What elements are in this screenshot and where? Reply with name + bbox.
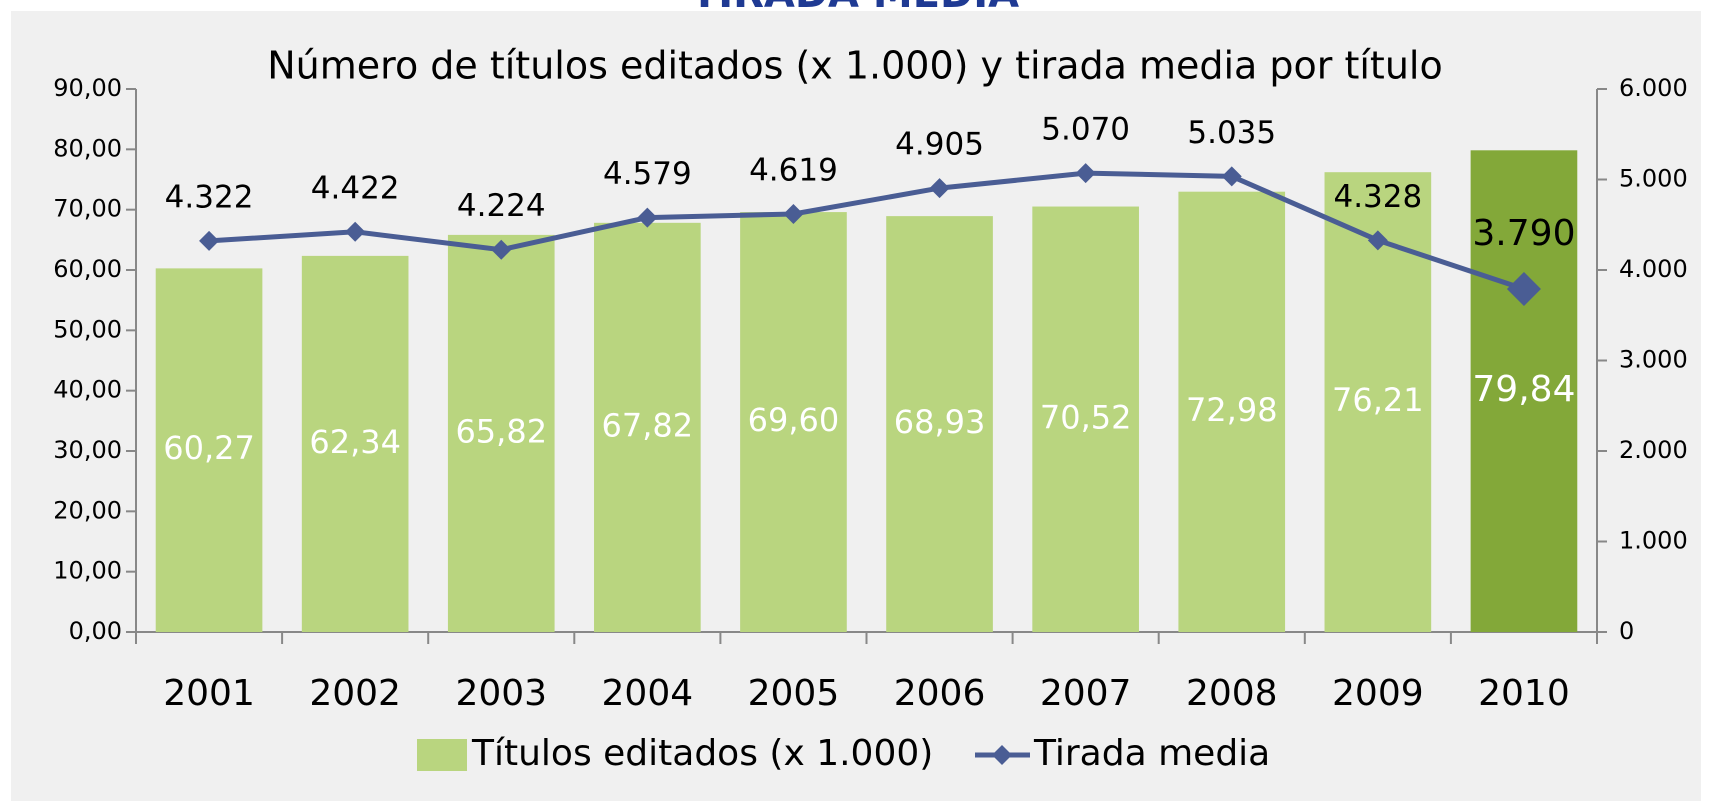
x-tick-label: 2009 (1332, 673, 1424, 714)
line-marker (345, 221, 366, 242)
legend-swatch (417, 739, 467, 771)
y-tick-label: 90,00 (53, 74, 122, 102)
x-tick-label: 2008 (1186, 673, 1278, 714)
bar-label: 70,52 (1040, 398, 1132, 436)
chart-title: Número de títulos editados (x 1.000) y t… (267, 44, 1442, 88)
line-marker (1075, 163, 1096, 184)
bar-label: 60,27 (163, 429, 255, 467)
x-tick-label: 2001 (163, 673, 255, 714)
line-marker (199, 230, 220, 251)
line-marker (1221, 166, 1242, 187)
chart-background (11, 11, 1701, 801)
line-label: 3.790 (1472, 213, 1575, 254)
line-label: 5.035 (1187, 115, 1276, 151)
line-label: 4.422 (311, 170, 400, 206)
line-marker (1506, 272, 1541, 307)
bar-label: 79,84 (1472, 369, 1575, 410)
legend-label: Títulos editados (x 1.000) (471, 733, 933, 774)
legend-label: Tirada media (1033, 733, 1270, 774)
bar-label: 65,82 (455, 412, 547, 450)
bar (1470, 150, 1578, 633)
line-label: 4.579 (603, 156, 692, 192)
line-marker (491, 239, 512, 260)
line-marker (929, 178, 950, 199)
line-label: 4.322 (165, 179, 254, 215)
line-label: 4.619 (749, 152, 838, 188)
y-tick-label: 10,00 (53, 557, 122, 585)
x-tick-label: 2003 (455, 673, 547, 714)
y2-tick-label: 5.000 (1619, 165, 1688, 193)
y2-tick-label: 3.000 (1619, 346, 1688, 374)
line-marker (1367, 230, 1388, 251)
y2-tick-label: 6.000 (1619, 74, 1688, 102)
line-label: 4.224 (457, 188, 546, 224)
x-tick-label: 2006 (894, 673, 986, 714)
y2-tick-label: 0 (1619, 617, 1634, 645)
line-label: 4.328 (1333, 179, 1422, 215)
bar-label: 62,34 (309, 423, 401, 461)
bar (1178, 191, 1286, 633)
chart-supertitle: TIRADA MEDIA (691, 0, 1019, 17)
bar (1032, 206, 1139, 632)
line-label: 5.070 (1041, 112, 1130, 148)
bar (594, 222, 701, 632)
y2-tick-label: 2.000 (1619, 436, 1688, 464)
y-tick-label: 20,00 (53, 496, 122, 524)
y2-tick-label: 1.000 (1619, 527, 1688, 555)
y-tick-label: 60,00 (53, 255, 122, 283)
bar-label: 76,21 (1332, 381, 1424, 419)
line-marker (637, 207, 658, 228)
y-tick-label: 80,00 (53, 134, 122, 162)
bar (155, 268, 263, 632)
bar-label: 72,98 (1186, 391, 1278, 429)
y-tick-label: 0,00 (69, 617, 122, 645)
x-tick-label: 2005 (748, 673, 840, 714)
line-marker (783, 203, 804, 224)
x-tick-label: 2010 (1478, 673, 1570, 714)
x-tick-label: 2004 (602, 673, 694, 714)
x-tick-label: 2007 (1040, 673, 1132, 714)
y-tick-label: 40,00 (53, 376, 122, 404)
y-tick-label: 30,00 (53, 436, 122, 464)
bar-label: 69,60 (748, 401, 840, 439)
y-tick-label: 70,00 (53, 195, 122, 223)
bar (886, 216, 993, 633)
bar-label: 67,82 (602, 406, 694, 444)
bar (447, 234, 555, 633)
bar (301, 255, 409, 632)
bar-label: 68,93 (894, 403, 986, 441)
y2-tick-label: 4.000 (1619, 255, 1688, 283)
bar (740, 212, 847, 632)
x-tick-label: 2002 (309, 673, 401, 714)
y-tick-label: 50,00 (53, 315, 122, 343)
line (208, 170, 1525, 292)
line-label: 4.905 (895, 127, 984, 163)
legend-marker (992, 745, 1012, 765)
